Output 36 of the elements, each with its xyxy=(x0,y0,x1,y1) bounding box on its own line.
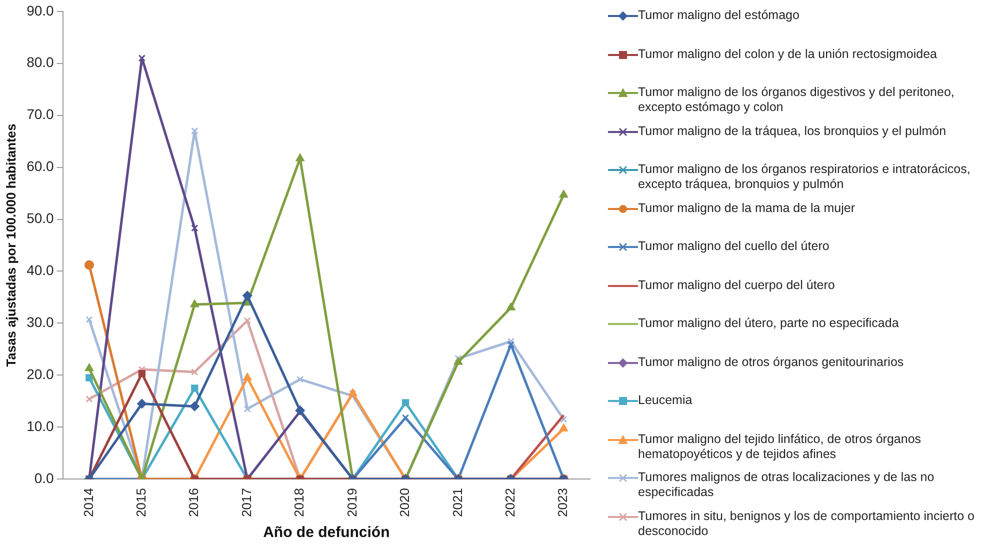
y-tick-label: 70.0 xyxy=(26,106,54,122)
legend-label: Tumor maligno del estómago xyxy=(638,8,800,23)
legend-label: Tumor maligno de la mama de la mujer xyxy=(638,200,855,216)
x-tick-label: 2021 xyxy=(450,488,465,517)
y-tick-label: 80.0 xyxy=(26,54,54,70)
legend-label: Tumor maligno de la tráquea, los bronquios y el pulmón xyxy=(638,124,946,138)
y-tick-label: 90.0 xyxy=(26,2,54,18)
x-tick-label: 2017 xyxy=(238,488,254,517)
legend-label: Tumores in situ, benignos y los de comportamiento incierto o desconocido xyxy=(638,508,976,538)
legend-label: Tumor maligno de los órganos respiratorios e intratorácicos, excepto tráquea, bronquios y pulmón xyxy=(638,162,972,192)
x-tick-label: 2018 xyxy=(292,488,307,517)
x-tick-label: 2015 xyxy=(134,488,148,517)
x-tick-label: 2016 xyxy=(186,488,202,517)
y-tick-label: 50.0 xyxy=(26,210,54,226)
legend-label: Tumor maligno del tejido linfático, de otros órganos hematopoyéticos y de tejidos afines xyxy=(638,432,922,462)
legend-label: Leucemia xyxy=(638,393,692,408)
y-tick-label: 20.0 xyxy=(26,366,54,382)
legend-label: Tumor maligno del colon y de la unión rectosigmoidea xyxy=(638,46,938,62)
y-tick-label: 60.0 xyxy=(26,158,54,174)
x-tick-label: 2014 xyxy=(80,488,96,517)
legend-label: Tumor maligno del cuerpo del útero xyxy=(638,278,835,292)
legend-label: Tumores malignos de otras localizaciones y de las no especificadas xyxy=(638,470,936,500)
legend-label: Tumor maligno del cuello del útero xyxy=(638,239,830,254)
legend-label: Tumor maligno de otros órganos genitourinarios xyxy=(638,354,904,370)
y-tick-label: 0.0 xyxy=(34,470,54,486)
legend-label: Tumor maligno del útero, parte no especificada xyxy=(638,316,899,331)
x-axis-title: Año de defunción xyxy=(263,524,390,542)
y-tick-label: 10.0 xyxy=(26,418,54,434)
x-tick-label: 2020 xyxy=(397,488,412,517)
x-tick-label: 2022 xyxy=(502,488,518,517)
y-axis-title: Tasas ajustadas por 100.000 habitantes xyxy=(3,124,18,367)
legend-label: Tumor maligno de los órganos digestivos y del peritoneo, excepto estómago y colon xyxy=(638,85,956,115)
x-tick-label: 2023 xyxy=(555,488,570,517)
y-tick-label: 30.0 xyxy=(26,314,54,330)
y-tick-label: 40.0 xyxy=(26,262,54,278)
x-tick-label: 2019 xyxy=(344,488,360,517)
